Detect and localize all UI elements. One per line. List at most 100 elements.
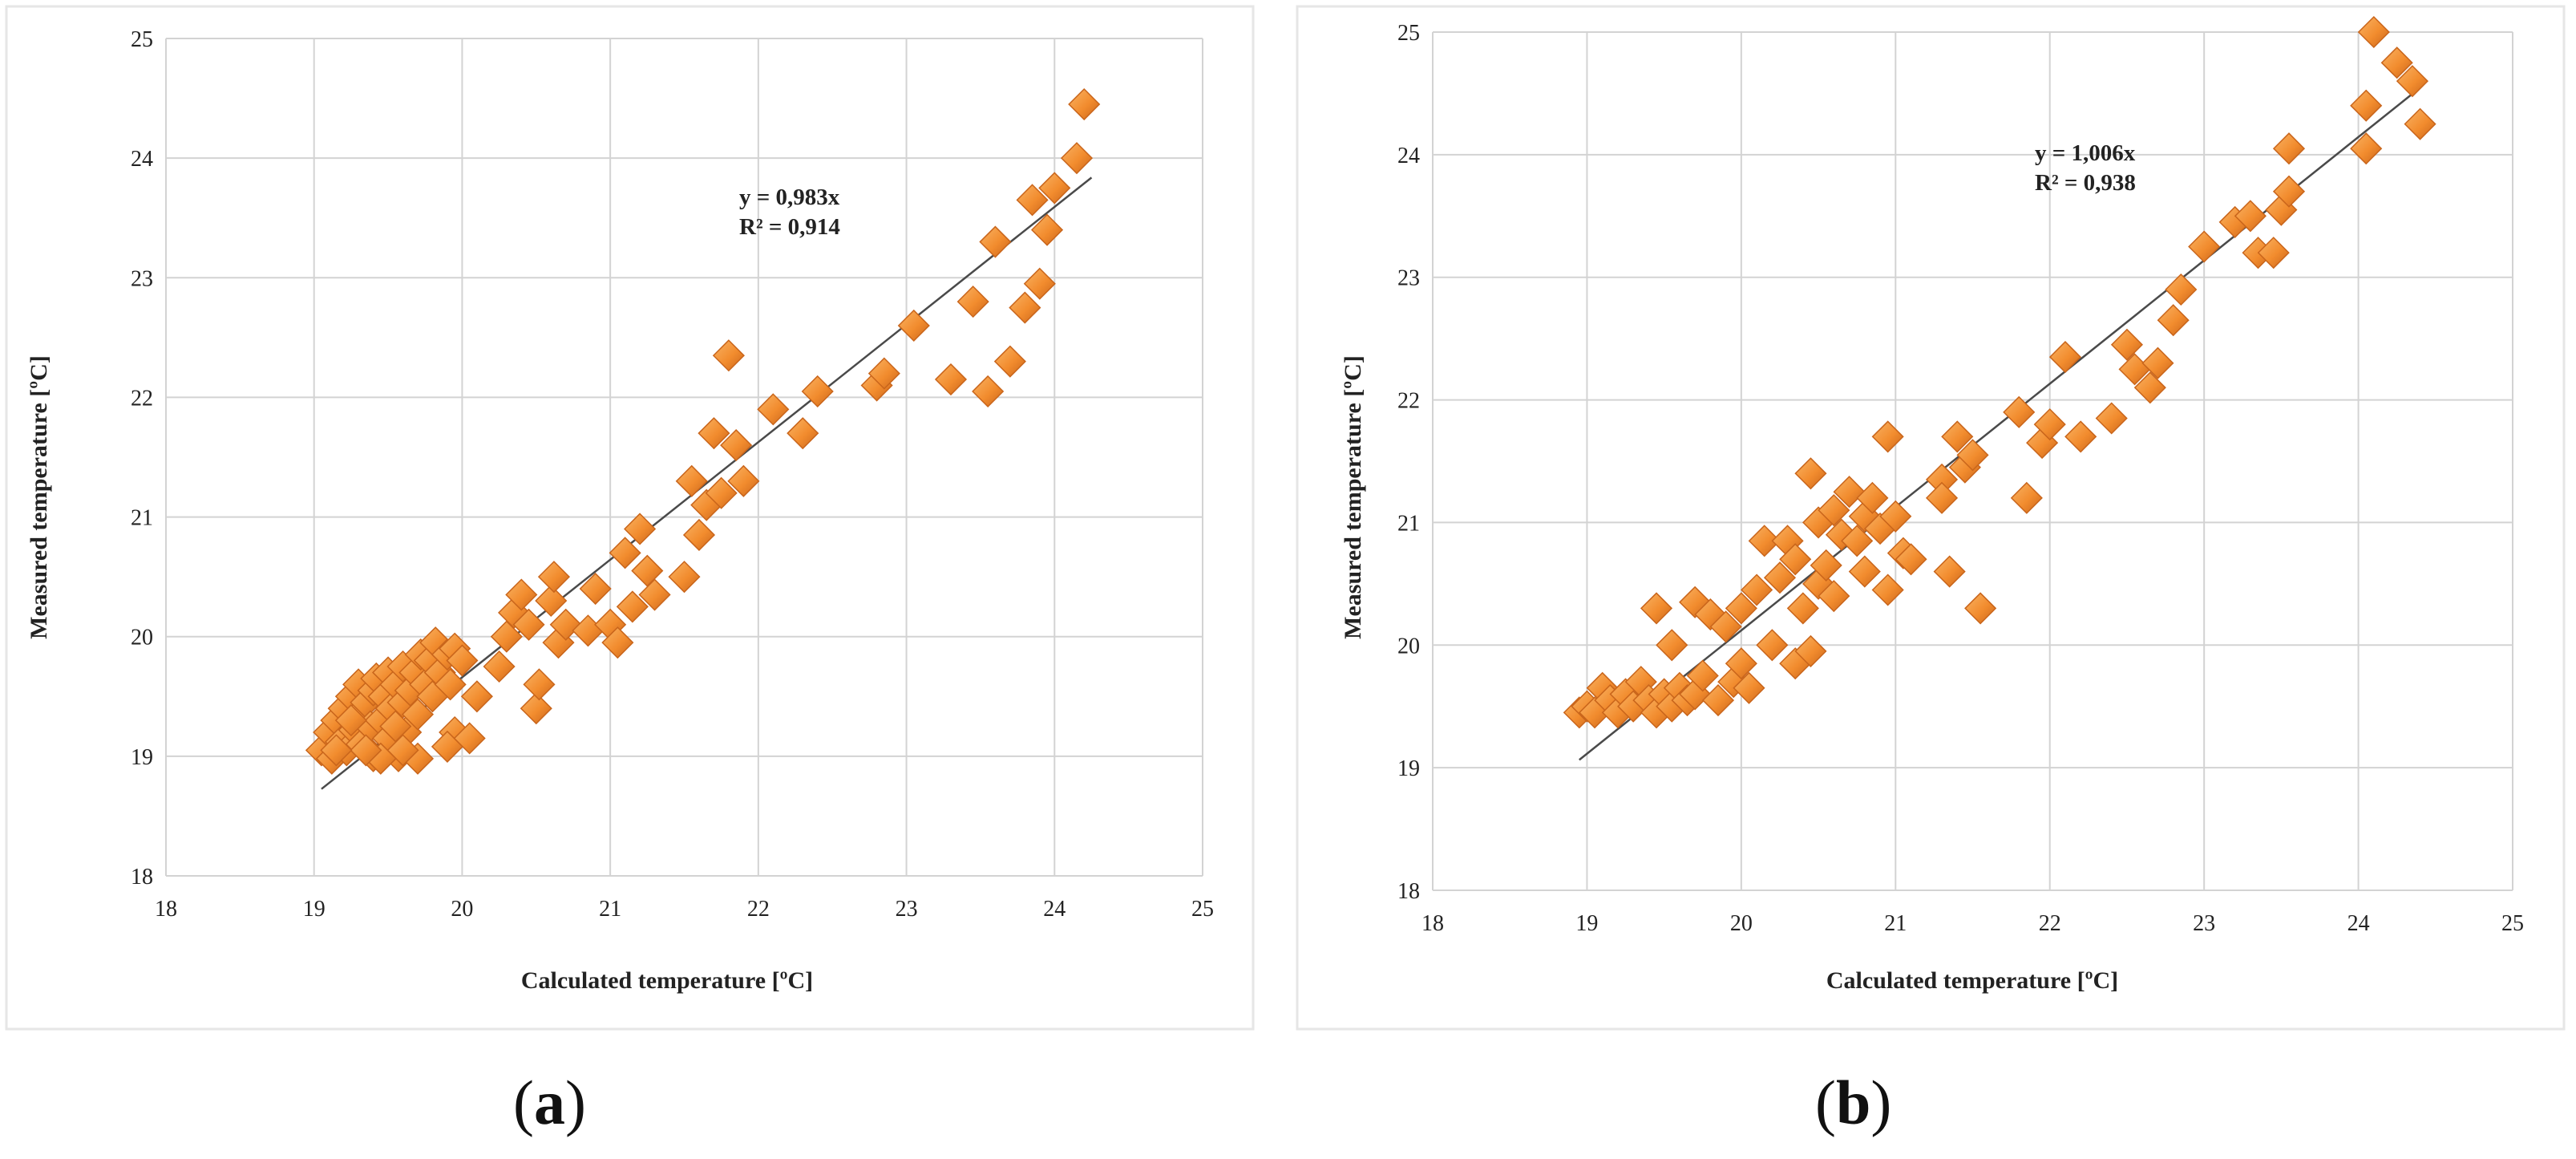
data-point [787,417,819,450]
chart-a-equation: y = 0,983x [739,184,840,210]
chart-b-frame [1296,5,2566,1031]
data-point [1686,659,1719,692]
panel-label-a: (a) [513,1068,586,1137]
data-point [1818,580,1850,613]
data-point [2272,175,2306,208]
data-point [523,668,556,701]
data-point [979,225,1012,258]
data-point [1933,555,1966,588]
data-point [1068,87,1101,121]
x-tick-label: 22 [2039,911,2061,936]
data-point [2272,132,2306,165]
y-tick-label: 23 [131,266,153,291]
chart-a-frame [5,5,1255,1031]
data-point [1895,543,1927,576]
y-tick-label: 24 [1397,144,1420,168]
panel-label-a-text: a [533,1068,565,1137]
data-point [638,578,671,611]
data-point [460,680,493,713]
data-point [897,309,930,342]
data-point [1818,494,1850,527]
chart-a-y-axis-label: Measured temperature [ºC] [26,355,52,639]
data-point [512,608,545,641]
chart-b-x-ticks: 18 19 20 21 22 23 24 25 [1421,911,2524,936]
data-point [2010,481,2043,514]
data-point [1656,629,1688,662]
chart-b-y-ticks: 18 19 20 21 22 23 24 25 [1397,21,1420,904]
data-point [1725,592,1757,625]
data-point [2033,408,2066,441]
data-point [2350,89,2383,122]
chart-b-y-axis-label: Measured temperature [ºC] [1340,355,1366,639]
chart-b-points [1563,15,2436,729]
data-point [1709,610,1742,643]
data-point [2165,273,2198,306]
data-point [720,429,753,462]
x-tick-label: 20 [1730,911,1753,936]
data-point [616,590,649,623]
data-point [2141,346,2174,379]
data-point [1871,573,1904,606]
data-point [520,692,552,725]
data-point [1763,561,1797,594]
y-tick-label: 18 [131,865,153,890]
chart-a-x-ticks: 18 19 20 21 22 23 24 25 [155,897,1214,922]
x-tick-label: 18 [1421,911,1444,936]
data-point [1848,555,1881,588]
data-point [1925,481,1959,514]
data-point [1725,647,1757,680]
x-tick-label: 23 [2193,911,2215,936]
data-point [1964,592,1997,625]
scatter-chart-b: 18 19 20 21 22 23 24 25 18 19 20 21 22 23 24 25 Calcul… [1296,5,2566,1031]
data-point [601,626,634,659]
data-point [727,464,760,497]
data-point [1841,525,1874,557]
data-point [1756,629,1789,662]
data-point [1679,586,1712,618]
data-point [956,286,989,318]
data-point [2064,420,2097,453]
x-tick-label: 19 [303,897,326,922]
data-point [1038,172,1071,205]
data-point [1016,184,1049,217]
data-point [379,710,412,743]
data-point [1810,549,1842,582]
x-tick-label: 21 [1884,911,1907,936]
y-tick-label: 25 [131,27,153,52]
chart-b-x-axis-label: Calculated temperature [ºC] [1826,967,2118,994]
data-point [1794,457,1827,490]
y-tick-label: 25 [1397,21,1420,46]
data-point [490,620,523,653]
panel-label-b: (b) [1815,1068,1892,1137]
data-point [705,476,738,509]
data-point [537,561,571,594]
data-point [453,722,486,755]
data-point [2157,304,2190,337]
data-point [757,393,790,426]
data-point [2357,15,2390,49]
data-point [320,734,353,767]
data-point [1733,671,1765,704]
data-point [1871,420,1904,453]
data-point [675,464,708,497]
data-point [1779,543,1812,576]
data-point [2380,47,2413,79]
x-tick-label: 18 [155,897,177,922]
data-point [712,339,745,372]
panel-label-b-text: b [1835,1068,1871,1137]
chart-a-y-ticks: 18 19 20 21 22 23 24 25 [131,27,153,890]
data-point [972,375,1005,408]
data-point [1748,525,1781,557]
data-point [1825,518,1858,551]
data-point [2396,65,2428,98]
scatter-chart-a: 18 19 20 21 22 23 24 25 18 19 20 21 22 23 24 25 Calcul… [5,5,1255,1031]
chart-b-equation: y = 1,006x [2035,140,2136,166]
data-point [549,608,582,641]
data-point [1879,500,1912,533]
data-point [698,417,730,450]
chart-a-points [305,87,1101,775]
x-tick-label: 25 [1191,897,1214,922]
chart-a-x-axis-label: Calculated temperature [ºC] [521,967,813,994]
data-point [1023,267,1056,300]
chart-b-grid [1432,31,2513,891]
